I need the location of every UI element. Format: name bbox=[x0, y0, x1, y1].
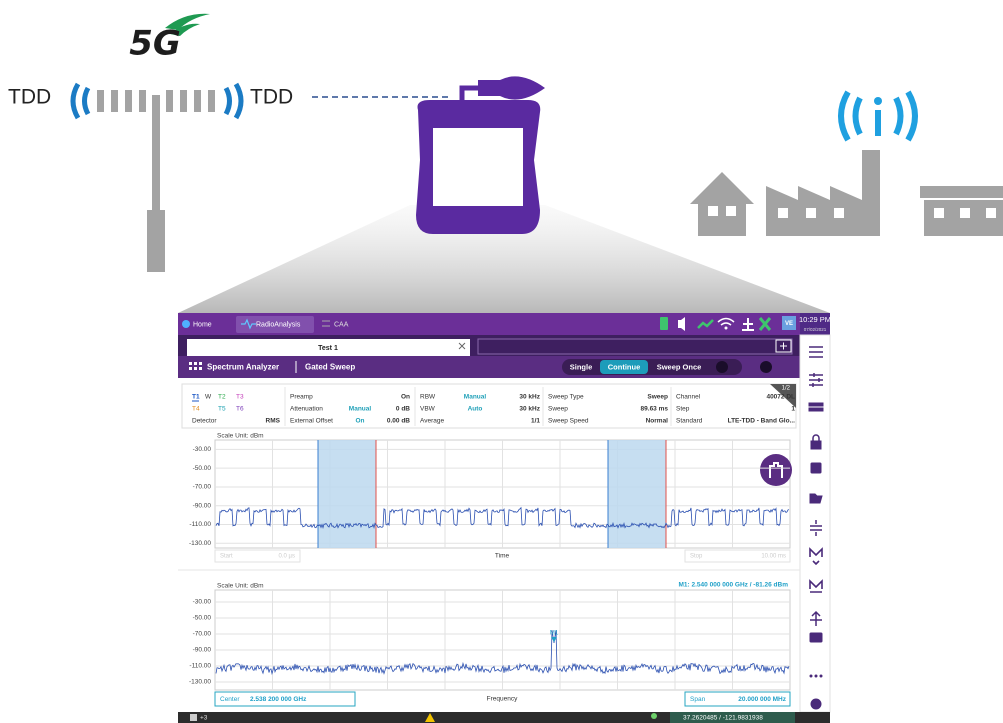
trace-label: T4 bbox=[192, 406, 200, 413]
y-tick-label: -50.00 bbox=[193, 615, 212, 622]
page-indicator: 1/2 bbox=[782, 386, 791, 392]
setting-value: 0.00 dB bbox=[387, 418, 410, 425]
setting-label: Detector bbox=[192, 418, 217, 425]
setting-value: Sweep bbox=[647, 394, 668, 401]
tab-title: Test 1 bbox=[318, 345, 338, 352]
nav-tab: CAA bbox=[334, 321, 349, 328]
setting-label: RBW bbox=[420, 394, 436, 401]
setting-label: VBW bbox=[420, 406, 436, 413]
marker-readout: M1: 2.540 000 000 GHz / -81.26 dBm bbox=[679, 582, 789, 589]
stop-label: Stop bbox=[690, 554, 703, 560]
setting-value: 1 bbox=[791, 406, 795, 413]
badge: VE bbox=[785, 321, 793, 327]
trace-label: T5 bbox=[218, 406, 226, 413]
notification-count: +3 bbox=[200, 715, 208, 722]
span-label: Span bbox=[690, 696, 706, 703]
setting-label: Channel bbox=[676, 394, 701, 401]
gate bbox=[318, 440, 376, 548]
setting-label: Sweep bbox=[548, 406, 568, 413]
y-tick-label: -90.00 bbox=[193, 502, 212, 509]
scene: 5G TDD TDD Home RadioAnalysis CAA 10:29 PM 07/0… bbox=[0, 0, 1003, 723]
buildings bbox=[690, 92, 1003, 236]
setting-label: External Offset bbox=[290, 418, 333, 425]
gate bbox=[608, 440, 666, 548]
trace-label: T1 bbox=[192, 394, 200, 401]
setting-mode: On bbox=[355, 418, 364, 425]
setting-value: RMS bbox=[266, 418, 281, 425]
setting-value: 40072 DL bbox=[766, 394, 795, 401]
span-value: 20.000 000 MHz bbox=[738, 696, 786, 703]
setting-value: LTE-TDD - Band Glo... bbox=[728, 418, 796, 425]
setting-value: 0 dB bbox=[396, 406, 410, 413]
setting-value: 30 kHz bbox=[519, 406, 540, 413]
center-label: Center bbox=[220, 696, 240, 703]
trace-label: T6 bbox=[236, 406, 244, 413]
x-axis-label: Time bbox=[495, 553, 510, 560]
y-tick-label: -110.00 bbox=[189, 521, 211, 528]
y-tick-label: -70.00 bbox=[193, 631, 212, 638]
clock: 10:29 PM bbox=[799, 315, 831, 324]
device bbox=[416, 76, 545, 234]
scale-unit: Scale Unit: dBm bbox=[217, 583, 264, 590]
setting-label: Step bbox=[676, 406, 690, 413]
tdd-label: TDD bbox=[250, 86, 293, 109]
setting-mode: Auto bbox=[468, 406, 483, 413]
setting-label: Sweep Speed bbox=[548, 418, 589, 425]
mode-title: Spectrum Analyzer bbox=[207, 363, 279, 372]
setting-value: On bbox=[401, 394, 410, 401]
marker-label: M1 bbox=[550, 631, 559, 637]
y-tick-label: -50.00 bbox=[193, 465, 212, 472]
y-tick-label: -70.00 bbox=[193, 484, 212, 491]
setting-value: 89.63 ms bbox=[641, 406, 669, 413]
logo: 5G bbox=[129, 24, 181, 64]
sweep-button: Single bbox=[570, 362, 593, 371]
sweep-button: Sweep Once bbox=[657, 362, 702, 371]
start-label: Start bbox=[220, 554, 233, 560]
setting-label: Standard bbox=[676, 418, 703, 425]
start-value: 0.0 µs bbox=[279, 554, 295, 560]
trace-label: T2 bbox=[218, 394, 226, 401]
sweep-button: Continue bbox=[608, 362, 641, 371]
setting-label: Average bbox=[420, 418, 444, 425]
y-tick-label: -30.00 bbox=[193, 599, 212, 606]
stop-value: 10.00 ms bbox=[761, 554, 786, 560]
y-tick-label: -30.00 bbox=[193, 446, 212, 453]
gps: 37.2620485 / -121.9831938 bbox=[683, 715, 763, 722]
center-value: 2.538 200 000 GHz bbox=[250, 696, 307, 703]
nav-tab: RadioAnalysis bbox=[256, 321, 301, 328]
setting-value: Normal bbox=[646, 418, 669, 425]
setting-label: Sweep Type bbox=[548, 394, 584, 401]
nav-home: Home bbox=[193, 321, 212, 328]
tdd-label: TDD bbox=[8, 86, 51, 109]
setting-label: Attenuation bbox=[290, 406, 323, 413]
mode-subtitle: Gated Sweep bbox=[305, 363, 355, 372]
x-axis-label: Frequency bbox=[487, 696, 518, 703]
setting-value: 1/1 bbox=[531, 418, 540, 425]
setting-mode: Manual bbox=[349, 406, 372, 413]
page: {"illustration":{"logo":"5G","left_label… bbox=[0, 0, 1003, 723]
y-tick-label: -130.00 bbox=[189, 540, 211, 547]
y-tick-label: -90.00 bbox=[193, 647, 212, 654]
trace-label: T3 bbox=[236, 394, 244, 401]
y-tick-label: -130.00 bbox=[189, 679, 211, 686]
scale-unit: Scale Unit: dBm bbox=[217, 433, 264, 440]
setting-label: Preamp bbox=[290, 394, 313, 401]
y-tick-label: -110.00 bbox=[189, 663, 211, 670]
setting-mode: Manual bbox=[464, 394, 487, 401]
date: 07/02/2021 bbox=[804, 327, 827, 332]
trace-label: W bbox=[205, 394, 212, 401]
setting-value: 30 kHz bbox=[519, 394, 540, 401]
